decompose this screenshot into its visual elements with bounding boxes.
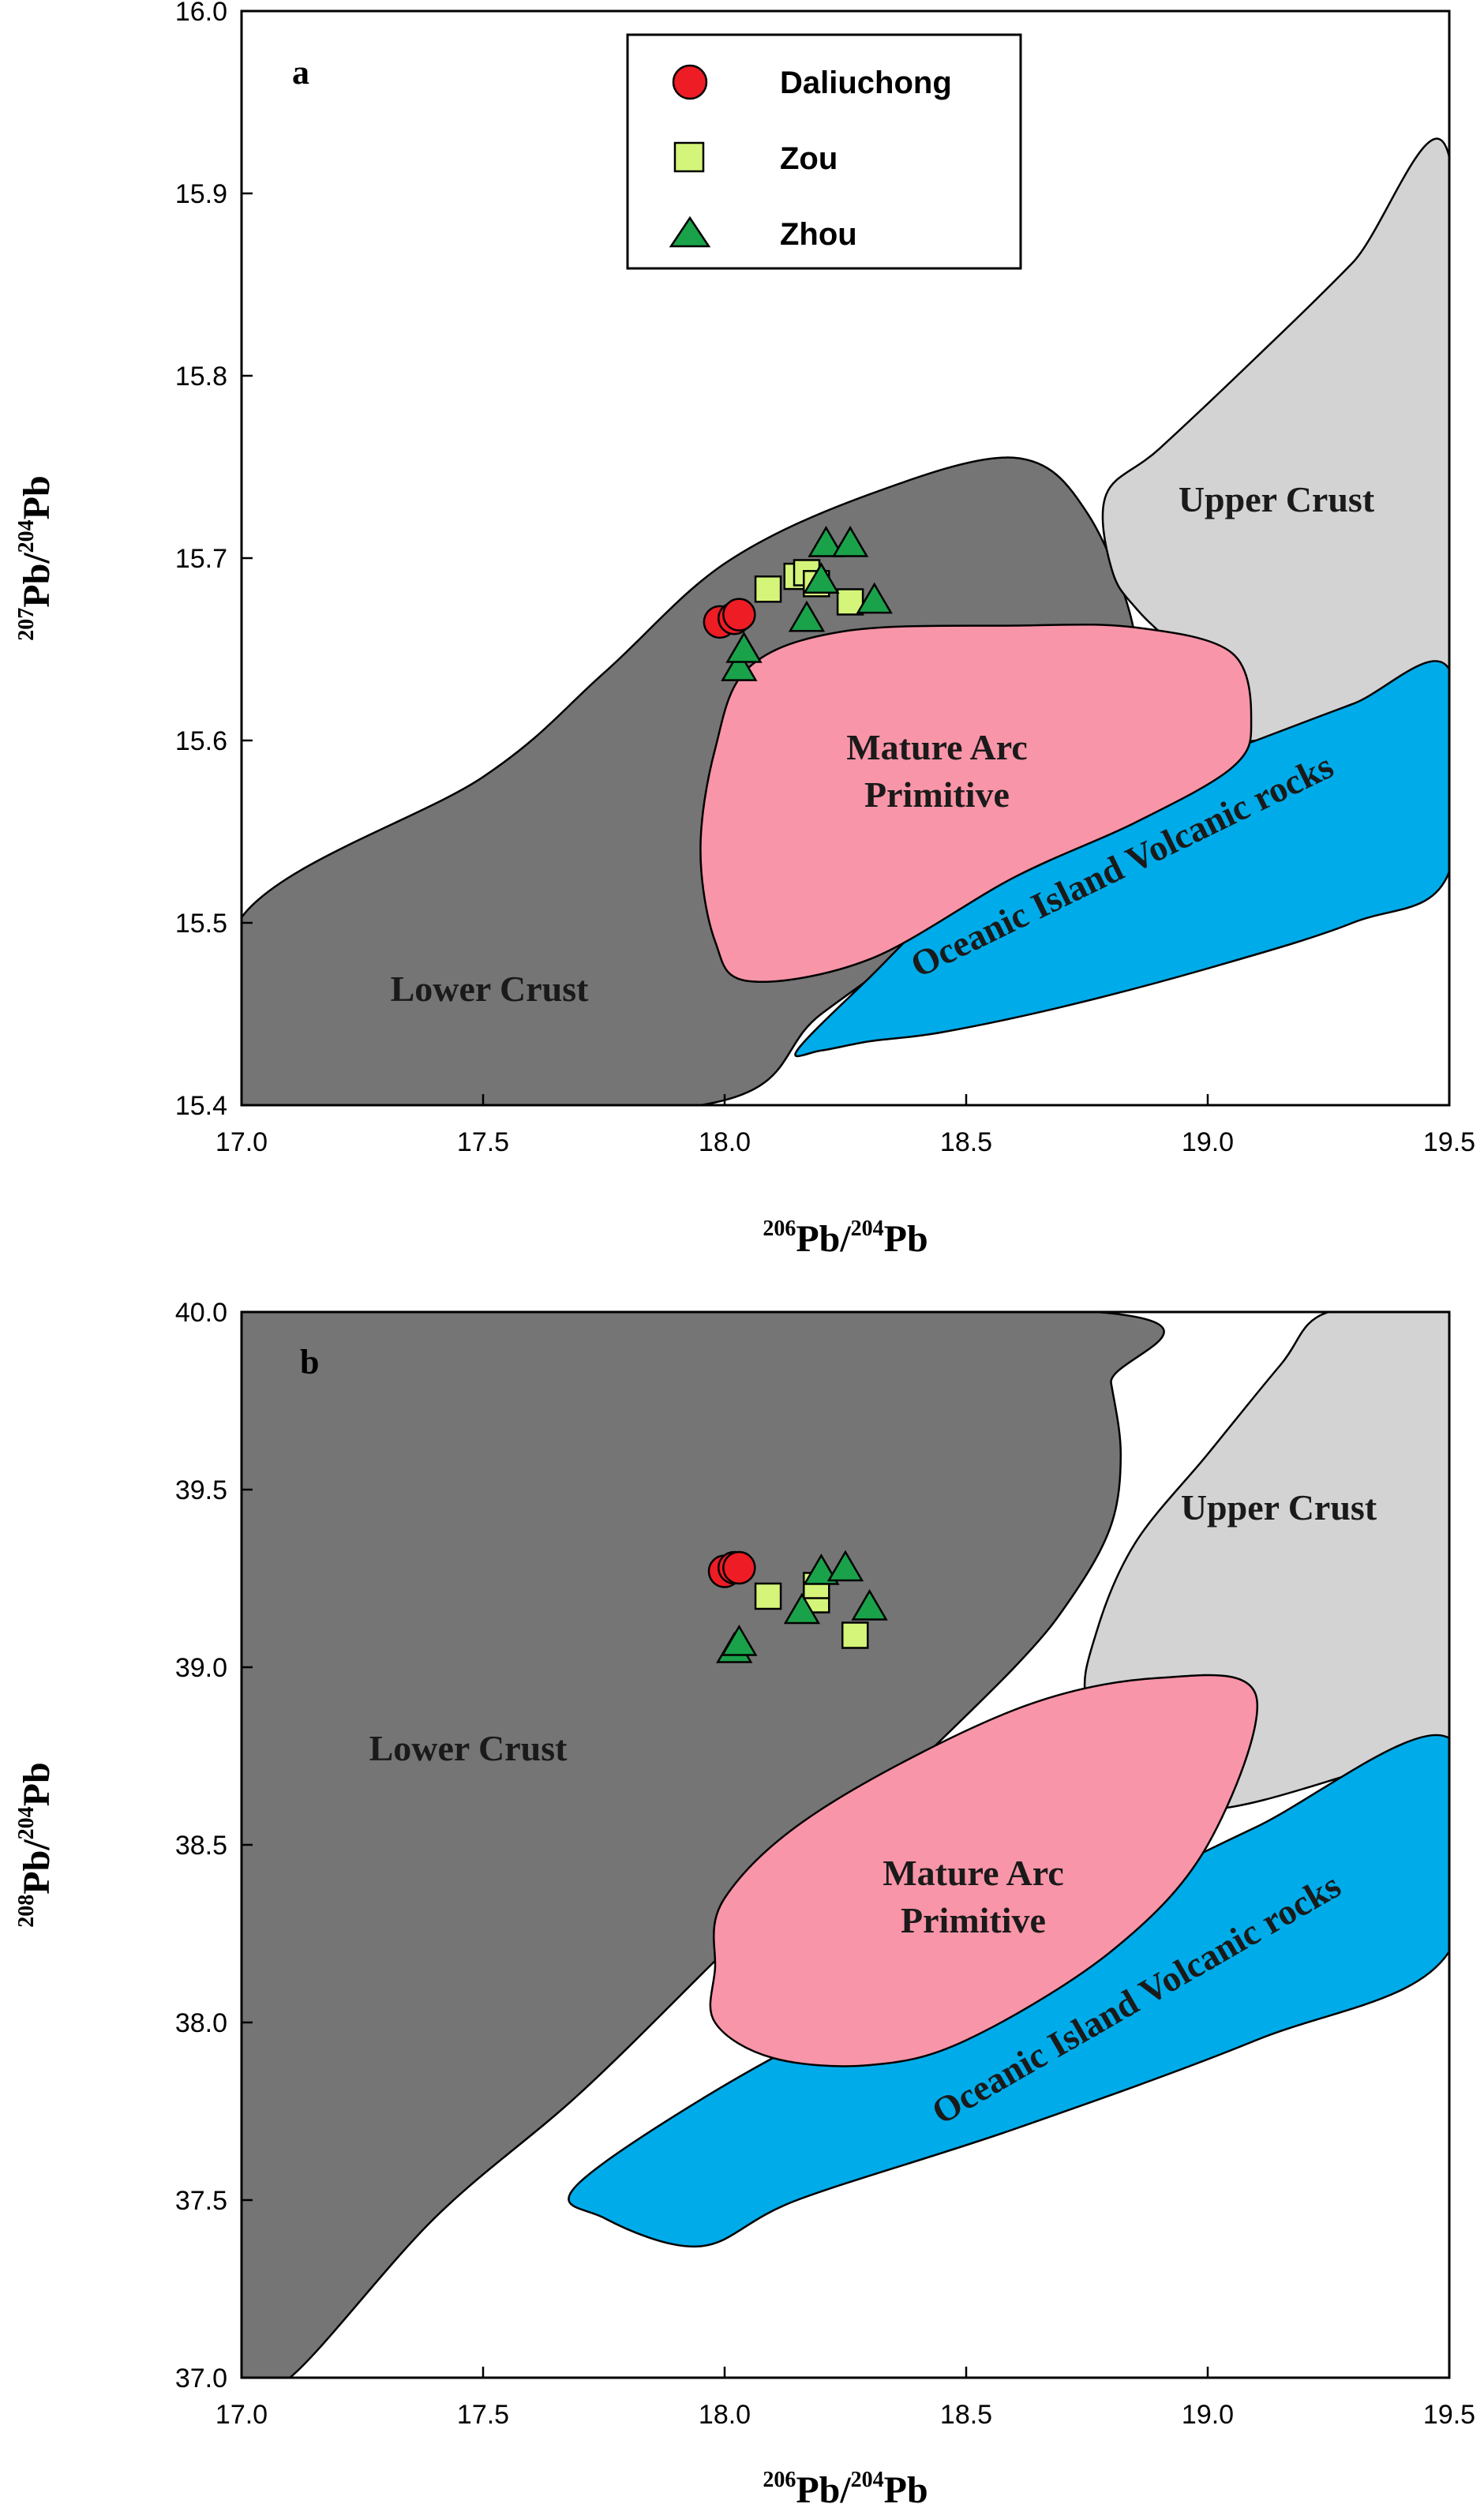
x-tick-label: 18.5 bbox=[940, 1127, 992, 1157]
panel-b-letter: b bbox=[300, 1343, 319, 1381]
panel-a-x-axis-label: 206Pb/204Pb bbox=[763, 1216, 928, 1260]
zhou-point bbox=[831, 526, 869, 557]
panel-a-ticks: 17.0 17.5 18.0 18.5 19.0 19.5 15.4 15.5 15.6 15.7… bbox=[175, 0, 1475, 1157]
field-label-upper-crust: Upper Crust bbox=[1179, 479, 1375, 519]
zou-point bbox=[841, 1621, 869, 1649]
y-tick-label: 37.0 bbox=[175, 2363, 227, 2393]
legend-zou-marker bbox=[673, 141, 705, 173]
field-mature-arc-primitive bbox=[709, 1674, 1258, 2067]
y-tick-label: 16.0 bbox=[175, 0, 227, 27]
field-label-mature-arc-primitive: Mature Arc Primitive bbox=[846, 727, 1028, 815]
field-label-lower-crust: Lower Crust bbox=[369, 1728, 568, 1768]
field-mature-arc-primitive bbox=[699, 623, 1253, 983]
panel-a-y-axis-label: 207Pb/204Pb bbox=[14, 475, 58, 640]
field-label-upper-crust: Upper Crust bbox=[1181, 1487, 1377, 1528]
y-tick-label: 38.0 bbox=[175, 2008, 227, 2038]
y-tick-label: 15.4 bbox=[175, 1091, 227, 1121]
x-tick-label: 19.0 bbox=[1182, 1127, 1234, 1157]
zou-point bbox=[754, 1582, 782, 1610]
x-tick-label: 17.0 bbox=[215, 1127, 268, 1157]
x-tick-label: 17.5 bbox=[457, 2400, 509, 2430]
y-tick-label: 15.6 bbox=[175, 726, 227, 756]
zhou-point bbox=[808, 526, 845, 557]
panel-b-ticks: 17.0 17.5 18.0 18.5 19.0 19.5 37.0 37.5 38.0 38.5… bbox=[175, 1298, 1475, 2430]
y-tick-label: 15.9 bbox=[175, 179, 227, 209]
panel-b-fields bbox=[242, 1312, 1449, 2378]
x-tick-label: 19.5 bbox=[1423, 1127, 1475, 1157]
zhou-point bbox=[803, 1554, 840, 1585]
panel-a-chart: 17.0 17.5 18.0 18.5 19.0 19.5 15.4 15.5 15.6 15.7… bbox=[14, 0, 1475, 1260]
y-tick-label: 39.5 bbox=[175, 1475, 227, 1505]
panel-a-letter: a bbox=[292, 53, 309, 92]
y-tick-label: 37.5 bbox=[175, 2186, 227, 2216]
zhou-point bbox=[725, 632, 763, 663]
panel-a-points bbox=[703, 526, 893, 681]
y-tick-label: 15.8 bbox=[175, 362, 227, 392]
panel-b-chart: 17.0 17.5 18.0 18.5 19.0 19.5 37.0 37.5 38.0 38.5… bbox=[14, 1298, 1475, 2511]
zhou-point bbox=[803, 562, 840, 594]
panel-b-y-axis-label: 208Pb/204Pb bbox=[14, 1762, 58, 1927]
legend-zhou-marker bbox=[669, 216, 711, 248]
x-tick-label: 18.5 bbox=[940, 2400, 992, 2430]
daliuchong-point bbox=[722, 598, 756, 632]
y-tick-label: 15.5 bbox=[175, 909, 227, 939]
x-tick-label: 19.0 bbox=[1182, 2400, 1234, 2430]
zhou-point bbox=[721, 650, 758, 681]
y-tick-label: 38.5 bbox=[175, 1831, 227, 1861]
zhou-point bbox=[826, 1550, 864, 1582]
legend: Daliuchong Zou Zhou bbox=[626, 33, 1022, 270]
x-tick-label: 19.5 bbox=[1423, 2400, 1475, 2430]
y-tick-label: 39.0 bbox=[175, 1653, 227, 1683]
field-label-mature-arc-primitive: Mature Arc Primitive bbox=[883, 1853, 1064, 1940]
zhou-point bbox=[856, 582, 893, 614]
zou-point bbox=[754, 575, 782, 603]
y-tick-label: 40.0 bbox=[175, 1298, 227, 1328]
x-tick-label: 18.0 bbox=[699, 2400, 751, 2430]
zhou-point bbox=[788, 600, 826, 632]
field-label-lower-crust: Lower Crust bbox=[391, 969, 590, 1009]
x-tick-label: 18.0 bbox=[699, 1127, 751, 1157]
daliuchong-point bbox=[722, 1550, 756, 1585]
zhou-point bbox=[721, 1625, 758, 1656]
legend-zou-label: Zou bbox=[780, 141, 838, 176]
legend-zhou-label: Zhou bbox=[780, 217, 857, 252]
panel-b-x-axis-label: 206Pb/204Pb bbox=[763, 2468, 928, 2511]
zhou-point bbox=[783, 1592, 821, 1625]
x-tick-label: 17.5 bbox=[457, 1127, 509, 1157]
legend-daliuchong-marker bbox=[672, 64, 708, 100]
legend-daliuchong-label: Daliuchong bbox=[780, 66, 952, 100]
y-tick-label: 15.7 bbox=[175, 544, 227, 574]
x-tick-label: 17.0 bbox=[215, 2400, 268, 2430]
panel-b-points bbox=[707, 1550, 888, 1663]
panel-a-fields bbox=[242, 137, 1449, 1105]
zhou-point bbox=[851, 1589, 888, 1621]
